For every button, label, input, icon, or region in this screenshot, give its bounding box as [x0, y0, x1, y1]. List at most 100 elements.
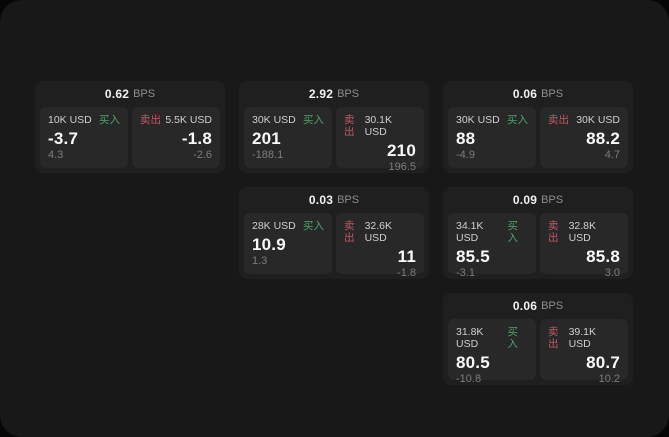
buy-panel[interactable]: 10K USD 买入 -3.7 4.3 [40, 107, 128, 168]
sell-amount: 39.1K USD [568, 326, 597, 350]
bps-unit-label: BPS [541, 194, 564, 206]
buy-label: 买入 [507, 114, 528, 126]
buy-label: 买入 [507, 220, 518, 244]
buy-delta: 4.3 [48, 149, 64, 161]
buy-panel[interactable]: 31.8K USD 买入 80.5 -10.8 [448, 319, 536, 385]
sell-amount: 30.1K USD [364, 114, 393, 138]
bps-unit-label: BPS [337, 194, 360, 206]
buy-delta: 1.3 [252, 255, 268, 267]
buy-panel[interactable]: 28K USD 买入 10.9 1.3 [244, 213, 332, 274]
card-header: 0.03 BPS [244, 187, 424, 213]
sell-label: 卖出 [548, 220, 559, 244]
buy-amount: 34.1K USD [456, 220, 484, 244]
buy-panel-top: 30K USD 买入 [252, 114, 324, 126]
buy-label: 买入 [507, 326, 518, 350]
buy-price: -3.7 [48, 129, 79, 148]
bps-card: 0.03 BPS 28K USD 买入 10.9 1.3 卖出 32.6K US… [239, 187, 429, 279]
card-header: 0.09 BPS [448, 187, 628, 213]
buy-amount: 28K USD [252, 220, 296, 232]
buy-price: 201 [252, 129, 281, 148]
bps-value: 0.06 [512, 299, 538, 313]
buy-amount: 10K USD [48, 114, 92, 126]
buy-delta: -188.1 [252, 149, 284, 161]
bps-card: 0.62 BPS 10K USD 买入 -3.7 4.3 卖出 5.5K USD… [35, 81, 225, 173]
bps-value: 2.92 [308, 87, 334, 101]
bps-card: 2.92 BPS 30K USD 买入 201 -188.1 卖出 30.1K … [239, 81, 429, 173]
card-header: 0.06 BPS [448, 293, 628, 319]
buy-amount: 30K USD [456, 114, 500, 126]
sell-panel-top: 卖出 30K USD [548, 114, 620, 126]
buy-sell-panels: 28K USD 买入 10.9 1.3 卖出 32.6K USD 11 -1.8 [244, 213, 424, 279]
sell-panel[interactable]: 卖出 30K USD 88.2 4.7 [540, 107, 628, 168]
buy-sell-panels: 31.8K USD 买入 80.5 -10.8 卖出 39.1K USD 80.… [448, 319, 628, 385]
buy-panel-top: 34.1K USD 买入 [456, 220, 528, 244]
bps-unit-label: BPS [541, 88, 564, 100]
sell-label: 卖出 [548, 114, 569, 126]
card-header: 0.62 BPS [40, 81, 220, 107]
sell-price: -1.8 [181, 129, 212, 148]
card-header: 0.06 BPS [448, 81, 628, 107]
sell-label: 卖出 [140, 114, 161, 126]
sell-price: 210 [387, 141, 416, 160]
sell-panel[interactable]: 卖出 5.5K USD -1.8 -2.6 [132, 107, 220, 168]
sell-panel-top: 卖出 32.6K USD [344, 220, 416, 244]
buy-price: 10.9 [252, 235, 286, 254]
buy-panel[interactable]: 34.1K USD 买入 85.5 -3.1 [448, 213, 536, 279]
sell-amount: 30K USD [576, 114, 620, 126]
buy-label: 买入 [303, 114, 324, 126]
sell-delta: 4.7 [604, 149, 620, 161]
buy-label: 买入 [99, 114, 120, 126]
buy-sell-panels: 34.1K USD 买入 85.5 -3.1 卖出 32.8K USD 85.8… [448, 213, 628, 279]
buy-panel[interactable]: 30K USD 买入 88 -4.9 [448, 107, 536, 168]
card-header: 2.92 BPS [244, 81, 424, 107]
buy-panel-top: 28K USD 买入 [252, 220, 324, 232]
sell-panel-top: 卖出 30.1K USD [344, 114, 416, 138]
sell-panel[interactable]: 卖出 30.1K USD 210 196.5 [336, 107, 424, 173]
sell-delta: 10.2 [598, 373, 620, 385]
bps-card: 0.06 BPS 31.8K USD 买入 80.5 -10.8 卖出 39.1… [443, 293, 633, 385]
buy-price: 88 [456, 129, 476, 148]
sell-amount: 5.5K USD [165, 114, 212, 126]
sell-price: 88.2 [586, 129, 620, 148]
sell-delta: 196.5 [388, 161, 416, 173]
bps-unit-label: BPS [133, 88, 156, 100]
sell-panel-top: 卖出 5.5K USD [140, 114, 212, 126]
sell-label: 卖出 [344, 114, 355, 138]
buy-delta: -10.8 [456, 373, 482, 385]
sell-price: 11 [397, 247, 416, 266]
sell-price: 85.8 [586, 247, 620, 266]
buy-price: 80.5 [456, 353, 490, 372]
buy-panel[interactable]: 30K USD 买入 201 -188.1 [244, 107, 332, 168]
buy-amount: 31.8K USD [456, 326, 484, 350]
buy-sell-panels: 10K USD 买入 -3.7 4.3 卖出 5.5K USD -1.8 -2.… [40, 107, 220, 168]
bps-value: 0.09 [512, 193, 538, 207]
buy-delta: -4.9 [456, 149, 475, 161]
sell-amount: 32.8K USD [568, 220, 597, 244]
bps-card: 0.09 BPS 34.1K USD 买入 85.5 -3.1 卖出 32.8K… [443, 187, 633, 279]
buy-sell-panels: 30K USD 买入 201 -188.1 卖出 30.1K USD 210 1… [244, 107, 424, 173]
buy-panel-top: 10K USD 买入 [48, 114, 120, 126]
buy-label: 买入 [303, 220, 324, 232]
sell-label: 卖出 [344, 220, 355, 244]
sell-panel[interactable]: 卖出 32.6K USD 11 -1.8 [336, 213, 424, 279]
sell-panel[interactable]: 卖出 39.1K USD 80.7 10.2 [540, 319, 628, 385]
sell-price: 80.7 [586, 353, 620, 372]
bps-value: 0.06 [512, 87, 538, 101]
buy-sell-panels: 30K USD 买入 88 -4.9 卖出 30K USD 88.2 4.7 [448, 107, 628, 168]
sell-delta: -1.8 [397, 267, 416, 279]
buy-price: 85.5 [456, 247, 490, 266]
bps-value: 0.62 [104, 87, 130, 101]
bps-unit-label: BPS [337, 88, 360, 100]
sell-delta: 3.0 [604, 267, 620, 279]
buy-panel-top: 30K USD 买入 [456, 114, 528, 126]
sell-panel-top: 卖出 39.1K USD [548, 326, 620, 350]
buy-panel-top: 31.8K USD 买入 [456, 326, 528, 350]
bps-value: 0.03 [308, 193, 334, 207]
sell-delta: -2.6 [193, 149, 212, 161]
sell-panel[interactable]: 卖出 32.8K USD 85.8 3.0 [540, 213, 628, 279]
sell-panel-top: 卖出 32.8K USD [548, 220, 620, 244]
sell-label: 卖出 [548, 326, 559, 350]
bps-card: 0.06 BPS 30K USD 买入 88 -4.9 卖出 30K USD 8… [443, 81, 633, 173]
bps-unit-label: BPS [541, 300, 564, 312]
